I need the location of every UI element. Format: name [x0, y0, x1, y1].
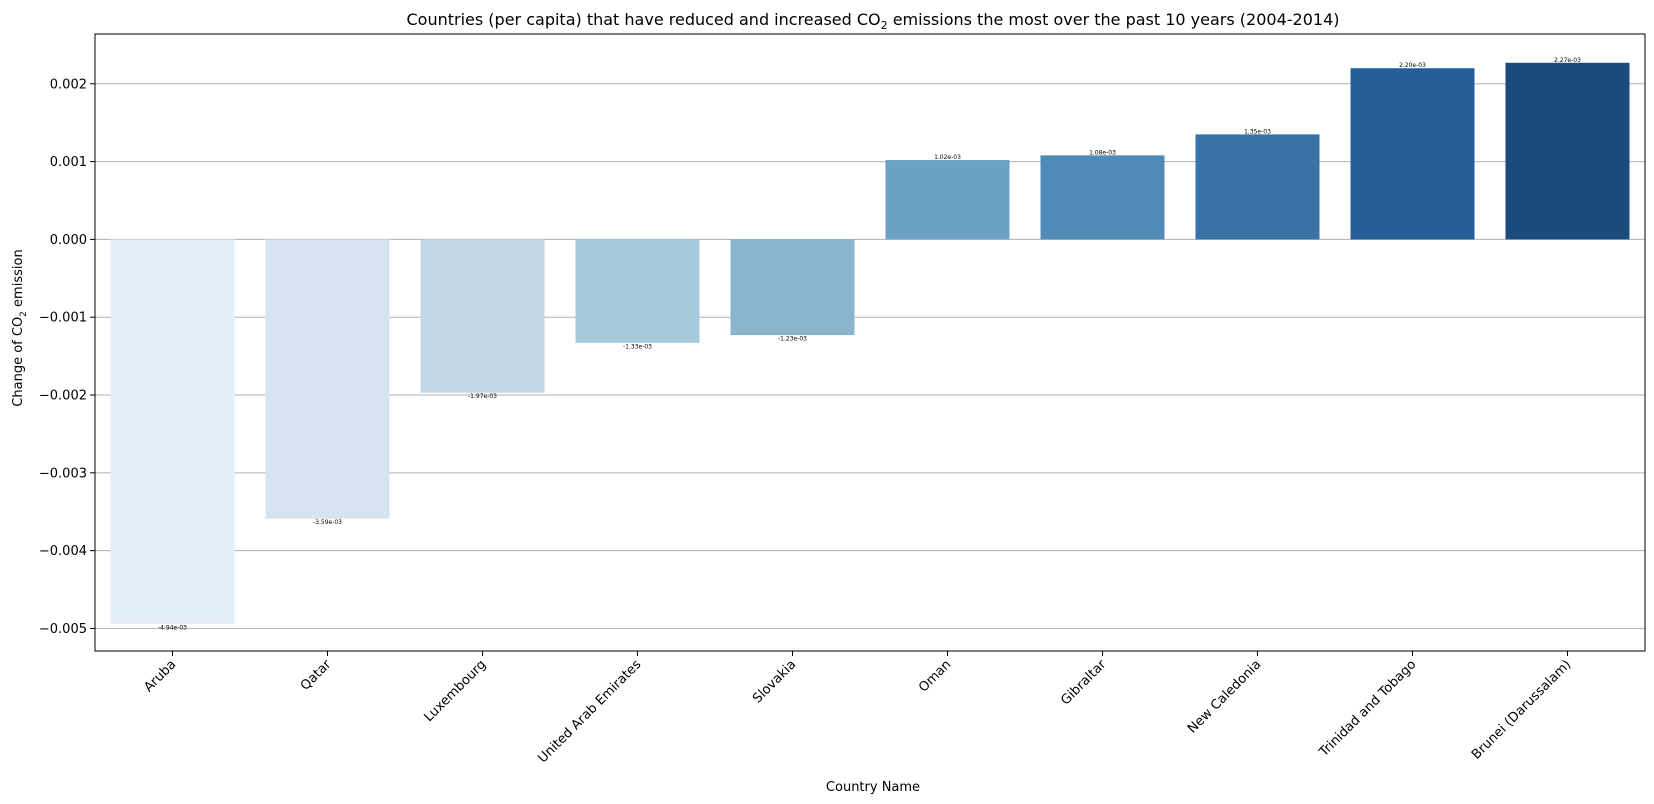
- data-labels: -4.94e-03 -3.59e-03 -1.97e-03 -1.33e-03 -1.2…: [158, 57, 1581, 631]
- x-tick-label: New Caledonia: [1185, 657, 1264, 736]
- x-tick-label: Aruba: [141, 657, 179, 695]
- plot-frame: [94, 33, 1646, 652]
- bar-data-label: 1.35e-03: [1244, 128, 1271, 135]
- x-tick-label: Oman: [916, 657, 954, 695]
- y-axis-label: Change of CO2 emission: [11, 249, 29, 406]
- y-axis-label-part-1: Change of CO: [11, 317, 26, 407]
- chart-title-subscript: 2: [881, 19, 888, 32]
- y-tick-label: 0.002: [50, 77, 87, 92]
- chart-title-part-1: Countries (per capita) that have reduced…: [407, 10, 881, 29]
- chart-title-part-2: emissions the most over the past 10 year…: [888, 10, 1340, 29]
- y-tick-label: −0.002: [39, 389, 87, 404]
- x-tick-label: Gibraltar: [1058, 657, 1110, 709]
- bar-data-label: -3.59e-03: [313, 519, 342, 526]
- bar-united-arab-emirates: [575, 239, 700, 343]
- bar-slovakia: [730, 239, 855, 336]
- bar-data-label: 1.02e-03: [934, 154, 961, 161]
- x-axis-label: Country Name: [826, 780, 920, 795]
- bar-qatar: [265, 239, 390, 519]
- bar-oman: [885, 160, 1010, 240]
- x-tick-label: Trinidad and Tobago: [1316, 657, 1419, 760]
- y-tick-label: −0.001: [39, 311, 87, 326]
- bar-brunei-darussalam: [1505, 62, 1630, 240]
- chart-title: Countries (per capita) that have reduced…: [407, 10, 1340, 32]
- bars: [110, 62, 1630, 624]
- x-tick-label: United Arab Emirates: [535, 657, 644, 766]
- bar-data-label: -4.94e-03: [158, 624, 187, 631]
- x-tick-label: Slovakia: [750, 657, 799, 706]
- bar-data-label: -1.23e-03: [778, 336, 807, 343]
- bar-data-label: 2.27e-03: [1554, 57, 1581, 64]
- y-axis-label-part-2: emission: [11, 249, 26, 311]
- bar-data-label: -1.97e-03: [468, 393, 497, 400]
- bar-new-caledonia: [1195, 134, 1320, 240]
- y-axis-label-subscript: 2: [19, 311, 29, 317]
- bar-luxembourg: [420, 239, 545, 393]
- y-tick-label: −0.004: [39, 544, 87, 559]
- bar-data-label: 2.20e-03: [1399, 62, 1426, 69]
- bar-data-label: 1.08e-03: [1089, 149, 1116, 156]
- y-tick-label: −0.003: [39, 466, 87, 481]
- bar-trinidad-and-tobago: [1350, 68, 1475, 240]
- y-tick-label: 0.001: [50, 155, 87, 170]
- bar-data-label: -1.33e-03: [623, 343, 652, 350]
- x-tick-label: Brunei (Darussalam): [1469, 657, 1574, 762]
- y-tick-label: −0.005: [39, 622, 87, 637]
- x-axis-ticks: Aruba Qatar Luxembourg United Arab Emirates…: [141, 651, 1574, 766]
- bar-gibraltar: [1040, 155, 1165, 240]
- bar-aruba: [110, 239, 235, 624]
- y-axis-ticks: 0.002 0.001 0.000 −0.001 −0.002 −0.003 −0.004 −…: [39, 77, 95, 637]
- y-tick-label: 0.000: [50, 233, 87, 248]
- x-tick-label: Qatar: [298, 657, 335, 694]
- x-tick-label: Luxembourg: [421, 657, 489, 725]
